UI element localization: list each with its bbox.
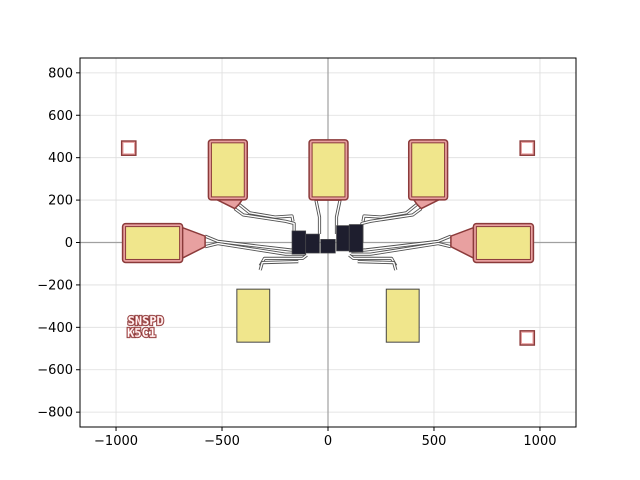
trace-right-3-inner	[362, 203, 418, 222]
top-right-pad	[411, 142, 446, 198]
chip-center	[320, 239, 336, 254]
y-tick-label: −800	[37, 406, 73, 421]
chip-left-b	[305, 233, 320, 254]
y-tick-label: 600	[48, 109, 73, 124]
taper-left	[178, 225, 206, 261]
y-tick-label: 400	[48, 151, 73, 166]
right-pad	[475, 226, 531, 260]
x-tick-label: −1000	[94, 434, 138, 449]
x-tick-label: 1000	[523, 434, 556, 449]
y-tick-label: 200	[48, 194, 73, 209]
trace-left-2-inner	[234, 208, 295, 243]
layout-text-outline: K5C1	[127, 326, 156, 340]
x-axis: −1000 −500 0 500 1000	[94, 427, 557, 449]
taper-right	[450, 225, 478, 261]
markers	[120, 140, 536, 346]
x-tick-label: 0	[324, 434, 332, 449]
pads	[121, 139, 535, 343]
layout-text: K5C1	[127, 326, 156, 340]
trace-left-3-inner	[238, 203, 294, 222]
top-left-pad	[210, 142, 245, 198]
marker-top-left-inner	[122, 141, 136, 155]
y-tick-label: 800	[48, 66, 73, 81]
top-center-pad	[311, 142, 346, 198]
trace-center-left-inner	[314, 196, 321, 234]
trace-right-5-inner	[357, 260, 397, 271]
y-tick-label: −600	[37, 363, 73, 378]
bottom-right-pad	[385, 288, 420, 343]
y-axis: −800 −600 −400 −200 0 200 400 600 800	[37, 66, 80, 421]
trace-left-5-inner	[259, 260, 299, 271]
bottom-left-pad	[236, 288, 271, 343]
chip-right-a	[336, 225, 350, 252]
x-tick-label: −500	[204, 434, 240, 449]
marker-top-right-inner	[520, 141, 534, 155]
x-tick-label: 500	[422, 434, 447, 449]
left-pad	[125, 226, 181, 260]
marker-bottom-right-inner	[520, 331, 534, 345]
chip-right-b	[348, 224, 364, 253]
chips	[291, 224, 364, 255]
y-tick-label: −200	[37, 278, 73, 293]
layout-text: SNSPD	[128, 314, 164, 328]
chip-left-a	[291, 230, 307, 255]
y-tick-label: 0	[65, 236, 73, 251]
trace-right-1-inner	[351, 242, 452, 255]
layout-text-outline: SNSPD	[128, 314, 164, 328]
y-tick-label: −400	[37, 321, 73, 336]
